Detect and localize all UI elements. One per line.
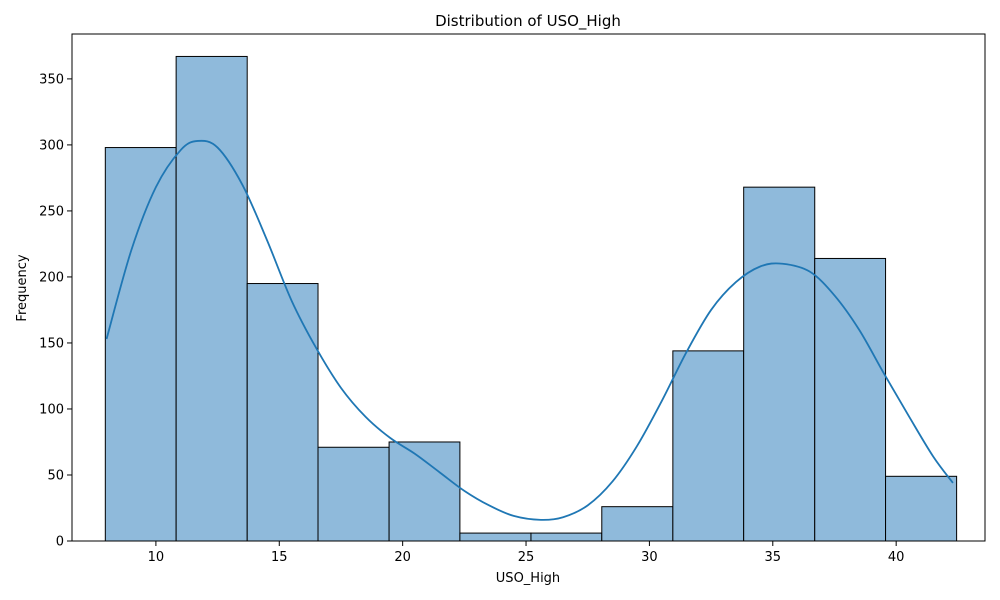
histogram-bar bbox=[246, 283, 319, 542]
x-tick-label: 20 bbox=[394, 550, 411, 565]
y-tick-label: 50 bbox=[47, 468, 64, 483]
histogram-bar bbox=[530, 532, 603, 542]
y-axis-label: Frequency bbox=[15, 254, 30, 321]
x-tick-label: 10 bbox=[148, 550, 165, 565]
y-tick-label: 200 bbox=[39, 270, 64, 285]
x-axis-ticks: 10 15 20 25 30 35 40 bbox=[148, 541, 905, 565]
histogram-bar bbox=[104, 147, 177, 542]
histogram-bar bbox=[743, 186, 816, 542]
y-axis-ticks: 0 50 100 150 200 250 300 350 bbox=[39, 72, 72, 550]
y-tick-label: 350 bbox=[39, 72, 64, 87]
y-tick-label: 100 bbox=[39, 402, 64, 417]
x-tick-label: 15 bbox=[271, 550, 288, 565]
histogram-bar bbox=[672, 350, 745, 542]
y-tick-label: 150 bbox=[39, 336, 64, 351]
y-tick-label: 300 bbox=[39, 138, 64, 153]
chart-title: Distribution of USO_High bbox=[435, 12, 621, 31]
x-axis-label: USO_High bbox=[496, 571, 560, 586]
y-tick-label: 0 bbox=[56, 535, 64, 550]
bars-group bbox=[104, 55, 958, 542]
histogram-bar bbox=[459, 532, 532, 542]
histogram-bar bbox=[175, 55, 248, 542]
histogram-bar bbox=[388, 441, 461, 542]
y-tick-label: 250 bbox=[39, 204, 64, 219]
x-tick-label: 25 bbox=[518, 550, 535, 565]
kde-line bbox=[105, 139, 954, 521]
plot-frame bbox=[71, 33, 986, 542]
histogram-bar bbox=[885, 475, 958, 542]
histogram-bar bbox=[814, 257, 887, 542]
x-tick-label: 35 bbox=[765, 550, 782, 565]
x-tick-label: 30 bbox=[641, 550, 658, 565]
x-tick-label: 40 bbox=[888, 550, 905, 565]
histogram-bar bbox=[601, 506, 674, 542]
histogram-bar bbox=[317, 446, 390, 542]
